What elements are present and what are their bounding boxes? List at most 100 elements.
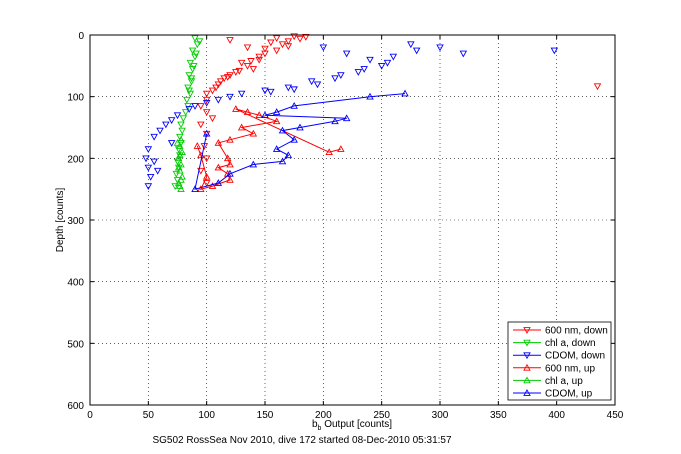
data-point bbox=[249, 129, 258, 137]
data-point bbox=[193, 41, 202, 49]
data-point bbox=[226, 135, 234, 143]
data-point bbox=[331, 117, 339, 125]
x-tick-label: 150 bbox=[257, 410, 274, 421]
legend-entry-label: chl a, down bbox=[545, 338, 596, 349]
legend-entry-label: CDOM, down bbox=[545, 351, 605, 362]
data-point bbox=[202, 129, 211, 137]
data-point bbox=[176, 151, 184, 159]
data-point bbox=[313, 81, 322, 89]
data-point bbox=[337, 72, 345, 80]
data-point bbox=[197, 103, 205, 110]
data-point bbox=[401, 89, 409, 97]
data-point bbox=[191, 185, 199, 193]
data-point bbox=[255, 53, 263, 61]
x-tick-label: 450 bbox=[607, 410, 624, 421]
x-tick-label: 400 bbox=[548, 410, 565, 421]
data-point bbox=[255, 56, 263, 64]
data-point bbox=[162, 121, 170, 129]
legend-box bbox=[507, 321, 612, 401]
legend-marker bbox=[523, 389, 531, 396]
data-point bbox=[337, 145, 345, 152]
data-point bbox=[272, 47, 281, 55]
data-point bbox=[243, 62, 252, 70]
data-point bbox=[325, 148, 333, 156]
data-point bbox=[249, 66, 258, 73]
data-point bbox=[223, 154, 232, 162]
data-point bbox=[412, 47, 421, 55]
y-tick-label: 500 bbox=[67, 339, 84, 350]
data-point bbox=[302, 34, 310, 41]
series-chl-a-up bbox=[173, 135, 186, 193]
data-point bbox=[214, 96, 223, 104]
x-axis-label-subscript: b bbox=[318, 425, 322, 432]
x-axis-label-main: b bbox=[312, 419, 318, 430]
data-point bbox=[177, 160, 185, 168]
data-point bbox=[272, 117, 281, 125]
x-axis-label-rest: Output [counts] bbox=[321, 419, 392, 430]
data-point bbox=[226, 160, 234, 168]
x-tick-label: 250 bbox=[373, 410, 390, 421]
data-point bbox=[197, 185, 205, 193]
data-point bbox=[366, 56, 374, 64]
data-point bbox=[232, 105, 240, 112]
data-point bbox=[202, 99, 211, 107]
data-point bbox=[176, 182, 184, 189]
series-line bbox=[194, 93, 406, 190]
legend-entry-label: chl a, up bbox=[545, 376, 583, 387]
data-point bbox=[212, 84, 220, 92]
data-point bbox=[272, 35, 281, 43]
data-point bbox=[185, 87, 193, 95]
x-tick-label: 350 bbox=[490, 410, 507, 421]
grid-lines bbox=[90, 35, 615, 405]
data-point bbox=[272, 145, 281, 152]
data-point bbox=[267, 39, 275, 47]
data-point bbox=[237, 90, 246, 98]
data-point bbox=[208, 115, 217, 123]
data-point bbox=[267, 88, 275, 96]
data-point bbox=[208, 182, 217, 189]
data-point bbox=[156, 127, 164, 135]
x-tick-label: 50 bbox=[143, 410, 155, 421]
series-cdom-up bbox=[191, 89, 409, 193]
data-point bbox=[459, 50, 468, 58]
legend-marker bbox=[523, 352, 531, 360]
data-point bbox=[284, 151, 293, 159]
data-point bbox=[237, 59, 246, 67]
series-600-nm-up bbox=[193, 105, 345, 193]
data-point bbox=[173, 112, 182, 120]
data-point bbox=[202, 90, 211, 98]
data-point bbox=[144, 164, 153, 172]
x-tick-label: 0 bbox=[87, 410, 93, 421]
data-point bbox=[174, 146, 183, 154]
axis-ticks: 0 50 100 150 200 250 300 350 400 450 0 100 200 300 400… bbox=[67, 31, 623, 421]
data-point bbox=[278, 41, 287, 49]
data-point bbox=[167, 140, 176, 147]
data-point bbox=[177, 175, 185, 183]
data-point bbox=[243, 44, 252, 52]
data-point bbox=[319, 44, 328, 52]
data-point bbox=[354, 69, 363, 76]
data-point bbox=[178, 148, 186, 156]
data-point bbox=[191, 103, 199, 110]
data-point bbox=[174, 163, 183, 171]
data-point bbox=[173, 158, 182, 166]
data-point bbox=[197, 121, 205, 129]
data-point bbox=[237, 123, 246, 131]
x-tick-label: 100 bbox=[198, 410, 215, 421]
data-point bbox=[342, 50, 351, 58]
legend-entry-label: CDOM, up bbox=[545, 389, 593, 400]
data-point bbox=[249, 160, 258, 168]
data-point bbox=[284, 84, 293, 92]
data-point bbox=[153, 167, 162, 175]
data-point bbox=[185, 106, 193, 113]
data-point bbox=[226, 72, 234, 80]
data-point bbox=[407, 41, 415, 49]
legend-marker bbox=[523, 363, 531, 371]
legend-marker bbox=[523, 376, 531, 384]
data-point bbox=[192, 50, 200, 58]
data-point bbox=[172, 170, 181, 178]
data-point bbox=[183, 96, 191, 104]
y-tick-label: 200 bbox=[67, 154, 84, 165]
data-point bbox=[142, 155, 150, 163]
